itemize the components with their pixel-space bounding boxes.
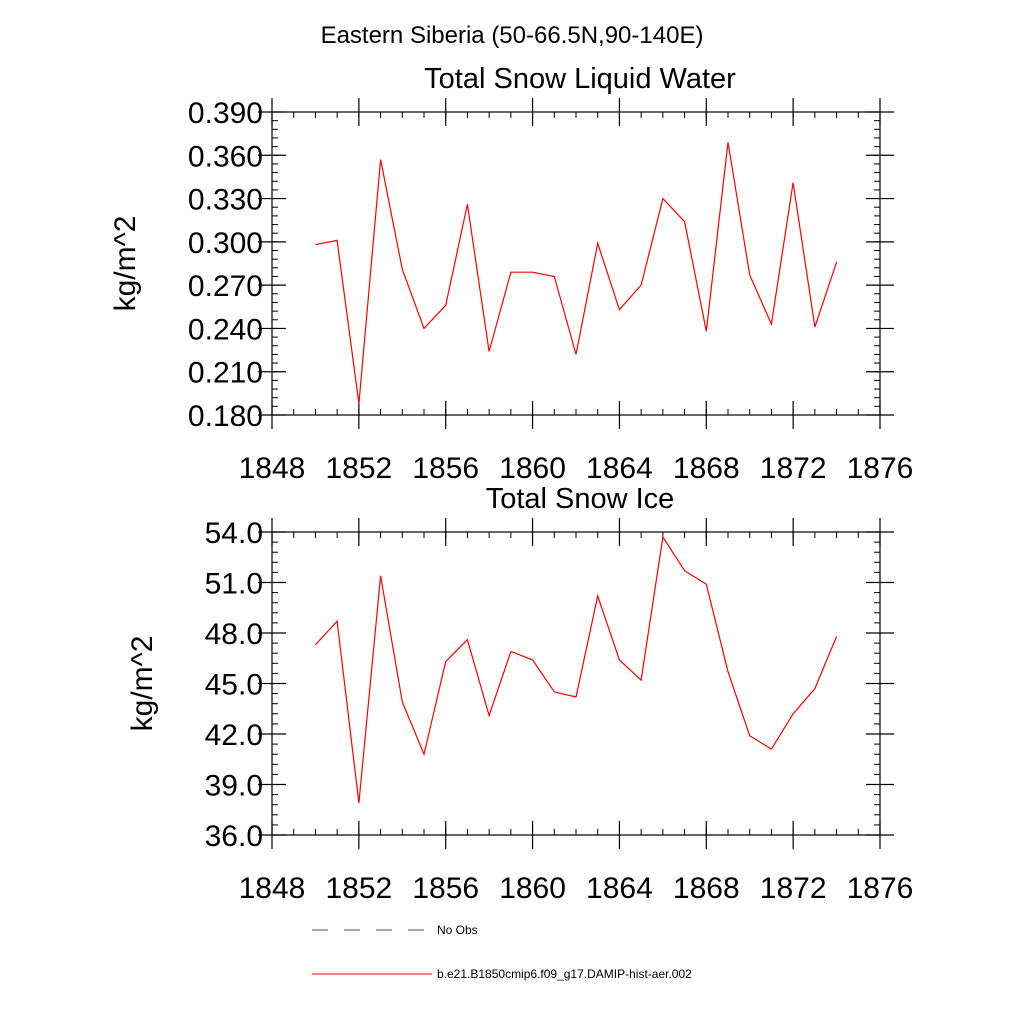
x-tick-label: 1864	[586, 452, 653, 485]
legend-label-1: No Obs	[437, 923, 478, 937]
plot-frame	[271, 111, 881, 416]
x-tick-label: 1852	[325, 452, 392, 485]
x-tick-label: 1856	[412, 452, 479, 485]
legend-label-2: b.e21.B1850cmip6.f09_g17.DAMIP-hist-aer.…	[437, 967, 692, 981]
x-tick-label: 1852	[325, 872, 392, 905]
y-tick-label: 48.0	[205, 618, 263, 651]
x-tick-label: 1872	[760, 872, 827, 905]
y-tick-label: 54.0	[205, 517, 263, 550]
y-tick-label: 0.330	[188, 184, 263, 217]
chart-panel-2: Total Snow Ice 36.0 39.0 42.0 45.0 48.0 51.0 54…	[126, 483, 913, 905]
y-tick-label: 0.180	[188, 400, 263, 433]
panel-title: Total Snow Liquid Water	[424, 63, 736, 95]
x-tick-label: 1856	[412, 872, 479, 905]
x-tick-label: 1848	[239, 872, 306, 905]
y-tick-label: 0.360	[188, 140, 263, 173]
plot-frame	[271, 531, 881, 836]
x-tick-label: 1868	[673, 452, 740, 485]
x-tick-label: 1860	[499, 872, 566, 905]
x-tick-label: 1864	[586, 872, 653, 905]
x-tick-label: 1868	[673, 872, 740, 905]
x-tick-label: 1876	[847, 452, 914, 485]
y-tick-label: 0.210	[188, 357, 263, 390]
chart-panels: Total Snow Liquid Water 0.180 0.210 0.240 0.…	[109, 63, 913, 905]
x-tick-label: 1872	[760, 452, 827, 485]
x-tick-label: 1860	[499, 452, 566, 485]
y-tick-label: 42.0	[205, 719, 263, 752]
y-axis-label: kg/m^2	[109, 216, 142, 312]
series-line-1	[315, 142, 838, 404]
y-tick-label: 0.240	[188, 313, 263, 346]
y-axis-label: kg/m^2	[126, 636, 159, 732]
y-tick-label: 39.0	[205, 770, 263, 803]
chart-panel-1: Total Snow Liquid Water 0.180 0.210 0.240 0.…	[109, 63, 913, 485]
y-tick-label: 51.0	[205, 568, 263, 601]
x-tick-label: 1876	[847, 872, 914, 905]
series-line-1	[314, 535, 838, 804]
y-tick-label: 0.270	[188, 270, 263, 303]
y-tick-label: 36.0	[205, 820, 263, 853]
panel-title: Total Snow Ice	[486, 483, 675, 515]
y-tick-label: 45.0	[205, 669, 263, 702]
x-tick-label: 1848	[239, 452, 306, 485]
y-tick-label: 0.390	[188, 97, 263, 130]
y-tick-label: 0.300	[188, 227, 263, 260]
figure-title: Eastern Siberia (50-66.5N,90-140E)	[321, 22, 704, 49]
legend: No Obs b.e21.B1850cmip6.f09_g17.DAMIP-his…	[312, 923, 692, 981]
